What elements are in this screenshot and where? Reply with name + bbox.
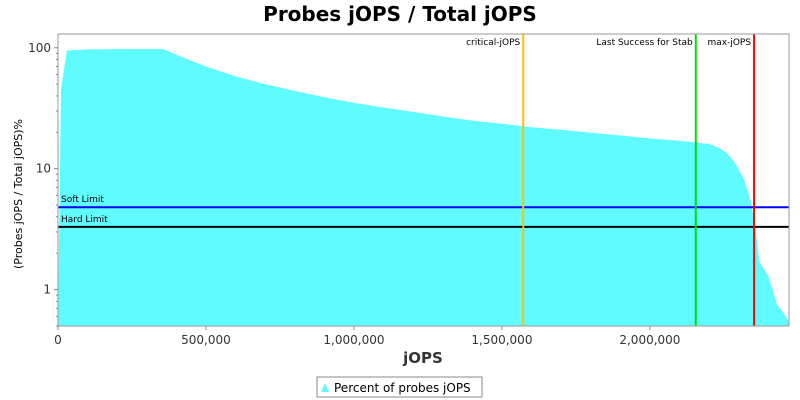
y-tick-label-2: 100 bbox=[28, 41, 51, 55]
legend: Percent of probes jOPS bbox=[316, 376, 483, 398]
x-tick-label-0: 0 bbox=[54, 333, 62, 347]
vertical-marker-label-2: max-jOPS bbox=[707, 38, 751, 48]
legend-box bbox=[316, 376, 483, 398]
vertical-markers: critical-jOPS Last Success for Stab max-jO… bbox=[466, 34, 756, 326]
x-axis: 0 500,000 1,000,000 1,500,000 2,000,000 bbox=[54, 326, 680, 347]
horizontal-marker-label-0: Soft Limit bbox=[61, 195, 104, 205]
legend-item-label: Percent of probes jOPS bbox=[334, 381, 471, 395]
legend-swatch-icon bbox=[321, 383, 329, 392]
horizontal-markers: Soft Limit Hard Limit bbox=[58, 195, 789, 228]
y-axis-label: (Probes jOPS / Total jOPS)% bbox=[12, 119, 25, 269]
x-tick-label-1: 500,000 bbox=[181, 333, 231, 347]
x-tick-label-4: 2,000,000 bbox=[619, 333, 680, 347]
x-tick-label-3: 1,500,000 bbox=[471, 333, 532, 347]
series-area-0 bbox=[58, 49, 789, 326]
y-axis: 1 10 100 bbox=[28, 41, 58, 327]
area-layer bbox=[58, 49, 789, 326]
y-tick-label-0: 1 bbox=[43, 283, 51, 297]
chart-title: Probes jOPS / Total jOPS bbox=[263, 2, 537, 26]
y-tick-label-1: 10 bbox=[36, 162, 51, 176]
x-tick-label-2: 1,000,000 bbox=[323, 333, 384, 347]
plot-area: Soft Limit Hard Limit critical-jOPS Last S… bbox=[57, 33, 790, 327]
x-axis-label: jOPS bbox=[402, 349, 443, 367]
vertical-marker-label-0: critical-jOPS bbox=[466, 38, 520, 48]
horizontal-marker-label-1: Hard Limit bbox=[61, 215, 108, 225]
vertical-marker-label-1: Last Success for Stab bbox=[596, 38, 693, 48]
